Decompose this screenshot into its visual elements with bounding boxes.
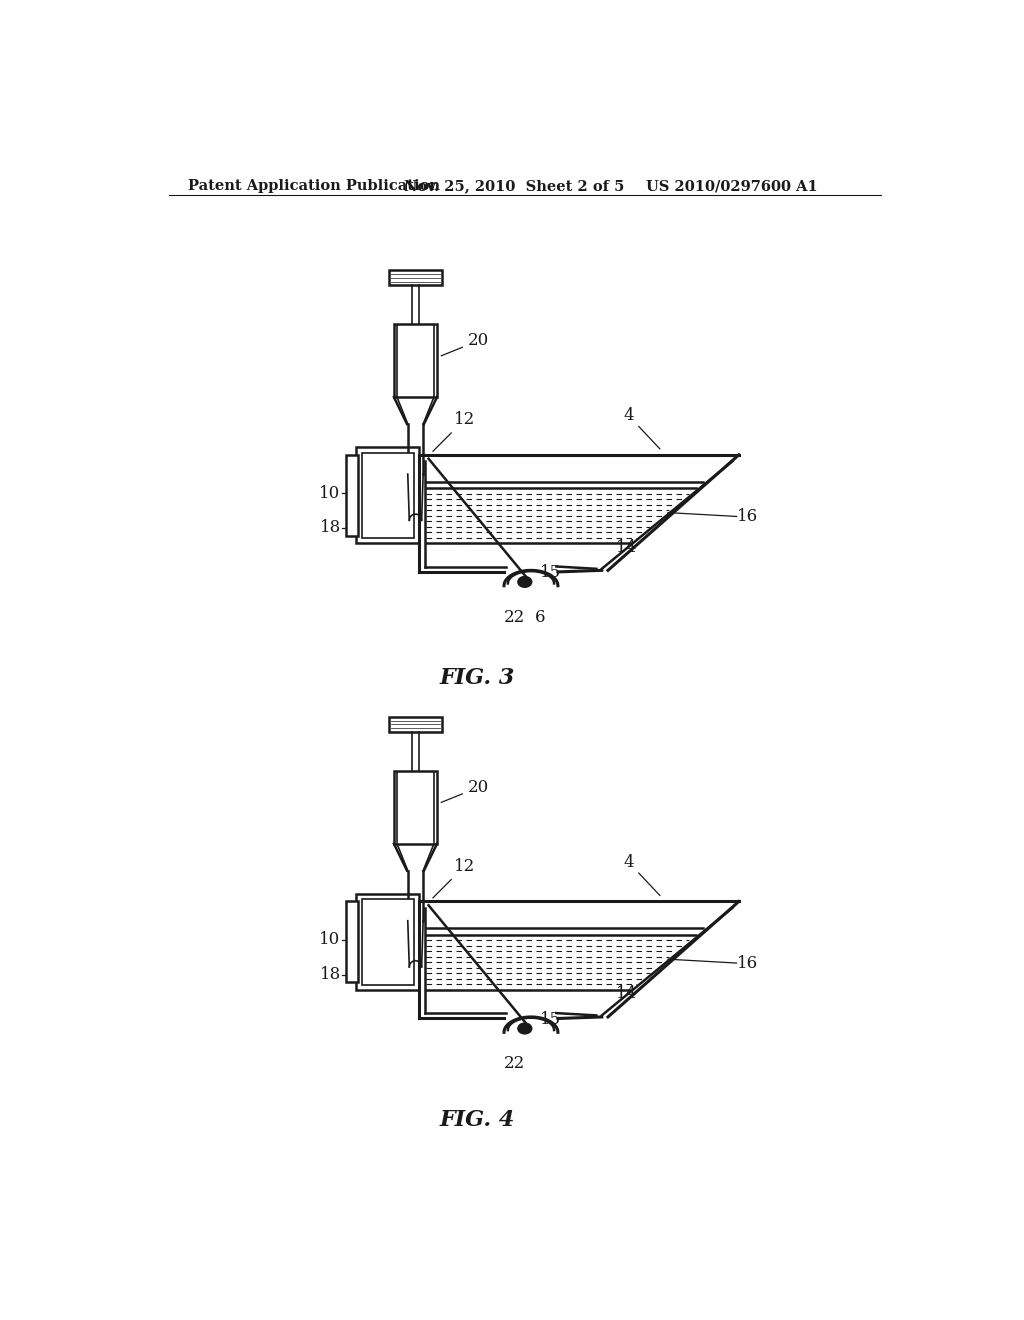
Text: 18: 18 — [319, 966, 341, 983]
Text: US 2010/0297600 A1: US 2010/0297600 A1 — [646, 180, 818, 193]
Text: 16: 16 — [737, 954, 759, 972]
Bar — [361, 453, 414, 539]
Text: 18: 18 — [319, 520, 341, 536]
Bar — [389, 271, 441, 285]
Text: FIG. 4: FIG. 4 — [439, 1109, 515, 1131]
Ellipse shape — [518, 1023, 531, 1034]
Bar — [356, 894, 419, 990]
Text: 15: 15 — [541, 564, 561, 581]
Text: 4: 4 — [624, 854, 659, 895]
Text: 20: 20 — [441, 333, 489, 356]
Text: 4: 4 — [624, 407, 659, 449]
Text: 12: 12 — [433, 858, 475, 898]
Text: 14: 14 — [615, 539, 637, 556]
Text: 20: 20 — [441, 779, 489, 803]
Polygon shape — [408, 871, 423, 921]
Bar — [356, 447, 419, 544]
Text: 15: 15 — [541, 1011, 561, 1028]
Text: Patent Application Publication: Patent Application Publication — [188, 180, 440, 193]
Polygon shape — [394, 397, 437, 424]
Text: 22: 22 — [504, 609, 524, 626]
Polygon shape — [394, 843, 437, 871]
Ellipse shape — [518, 577, 531, 587]
Text: 6: 6 — [535, 609, 546, 626]
Bar — [389, 717, 441, 733]
Bar — [346, 455, 358, 536]
Bar — [361, 899, 414, 985]
Text: 22: 22 — [504, 1056, 524, 1072]
Text: FIG. 3: FIG. 3 — [439, 667, 515, 689]
Text: 14: 14 — [615, 985, 637, 1002]
Text: 12: 12 — [433, 411, 475, 451]
Text: 16: 16 — [737, 508, 759, 525]
Bar — [346, 902, 358, 982]
Bar — [394, 323, 437, 397]
Text: Nov. 25, 2010  Sheet 2 of 5: Nov. 25, 2010 Sheet 2 of 5 — [403, 180, 625, 193]
Polygon shape — [408, 424, 423, 474]
Text: 10: 10 — [318, 484, 340, 502]
Text: 10: 10 — [318, 932, 340, 949]
Bar — [394, 771, 437, 843]
